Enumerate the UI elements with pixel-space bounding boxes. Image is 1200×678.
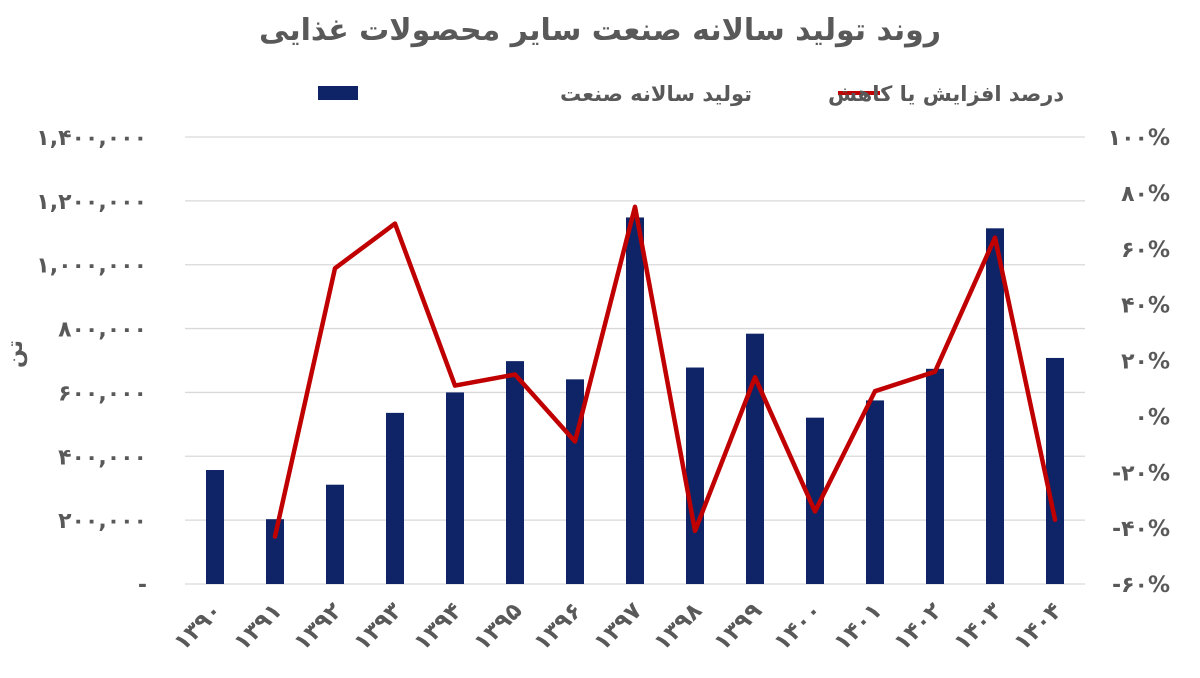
bar — [326, 484, 344, 584]
legend-bar-label: تولید سالانه صنعت — [560, 82, 752, 106]
bar — [506, 361, 524, 584]
x-tick-label: ۱۳۹۷ — [589, 598, 647, 656]
y-tick-label: ۸۰۰,۰۰۰ — [58, 318, 147, 343]
bar — [206, 470, 224, 584]
x-tick-label: ۱۴۰۳ — [949, 598, 1007, 656]
x-tick-label: ۱۴۰۰ — [769, 598, 827, 656]
y2-tick-label: ۸۰% — [1121, 182, 1170, 207]
y-tick-label: ۱,۲۰۰,۰۰۰ — [36, 190, 147, 215]
bar — [626, 217, 644, 584]
x-tick-label: ۱۳۹۵ — [469, 598, 527, 656]
x-tick-label: ۱۳۹۲ — [289, 598, 347, 656]
x-tick-label: ۱۳۹۶ — [529, 598, 587, 656]
bar — [386, 412, 404, 584]
y2-tick-label: ۴۰% — [1121, 294, 1170, 319]
x-tick-label: ۱۳۹۴ — [409, 598, 467, 656]
y-tick-label: ۲۰۰,۰۰۰ — [58, 509, 147, 534]
x-tick-label: ۱۴۰۱ — [829, 598, 887, 656]
legend-line-label: درصد افزایش یا کاهش — [828, 82, 1064, 106]
y2-tick-label: ۱۰۰% — [1108, 126, 1170, 151]
bar — [866, 400, 884, 584]
legend-bar-swatch — [318, 86, 358, 100]
y-tick-label: ۱,۰۰۰,۰۰۰ — [36, 254, 147, 279]
y-axis-label: تن — [3, 340, 28, 368]
y2-tick-label: ۲۰% — [1121, 350, 1170, 375]
bar — [746, 333, 764, 584]
bar — [686, 367, 704, 584]
x-tick-label: ۱۳۹۳ — [349, 598, 407, 656]
y2-axis-ticks: -۶۰% -۴۰% -۲۰% ۰% ۲۰% ۴۰% ۶۰% ۸۰% ۱۰۰% — [1108, 126, 1170, 598]
y-tick-label: ۱,۴۰۰,۰۰۰ — [36, 126, 147, 151]
bar — [266, 519, 284, 584]
y2-tick-label: ۰% — [1135, 405, 1170, 430]
x-tick-label: ۱۴۰۲ — [889, 598, 947, 656]
y2-tick-label: ۶۰% — [1121, 238, 1170, 263]
bar — [806, 417, 824, 584]
x-tick-label: ۱۳۹۱ — [229, 598, 287, 656]
y2-tick-label: -۴۰% — [1112, 517, 1170, 542]
y-tick-label: ۶۰۰,۰۰۰ — [58, 381, 147, 406]
y-tick-label: ۴۰۰,۰۰۰ — [58, 445, 147, 470]
x-tick-label: ۱۳۹۸ — [649, 598, 707, 656]
x-tick-label: ۱۴۰۴ — [1009, 598, 1067, 656]
bar — [446, 392, 464, 584]
bar — [926, 368, 944, 584]
y2-tick-label: -۶۰% — [1112, 573, 1170, 598]
chart-title: روند تولید سالانه صنعت سایر محصولات غذای… — [259, 13, 941, 48]
x-tick-label: ۱۳۹۰ — [169, 598, 227, 656]
percent-change-line — [272, 204, 1058, 539]
bar — [986, 228, 1004, 584]
x-tick-label: ۱۳۹۹ — [709, 598, 767, 656]
x-axis-ticks: ۱۳۹۰ ۱۳۹۱ ۱۳۹۲ ۱۳۹۳ ۱۳۹۴ ۱۳۹۵ ۱۳۹۶ ۱۳۹۷ ۱۳۹۸ ۱۳۹۹… — [169, 598, 1067, 656]
y-axis-ticks: - ۲۰۰,۰۰۰ ۴۰۰,۰۰۰ ۶۰۰,۰۰۰ ۸۰۰,۰۰۰ ۱,۰۰۰,۰۰۰ ۱,… — [36, 126, 147, 598]
bar — [1046, 357, 1064, 584]
y2-tick-label: -۲۰% — [1112, 461, 1170, 486]
line-series — [272, 204, 1058, 539]
y-tick-label: - — [138, 573, 147, 598]
bar-series — [206, 217, 1064, 584]
legend: درصد افزایش یا کاهش تولید سالانه صنعت — [318, 82, 1064, 106]
